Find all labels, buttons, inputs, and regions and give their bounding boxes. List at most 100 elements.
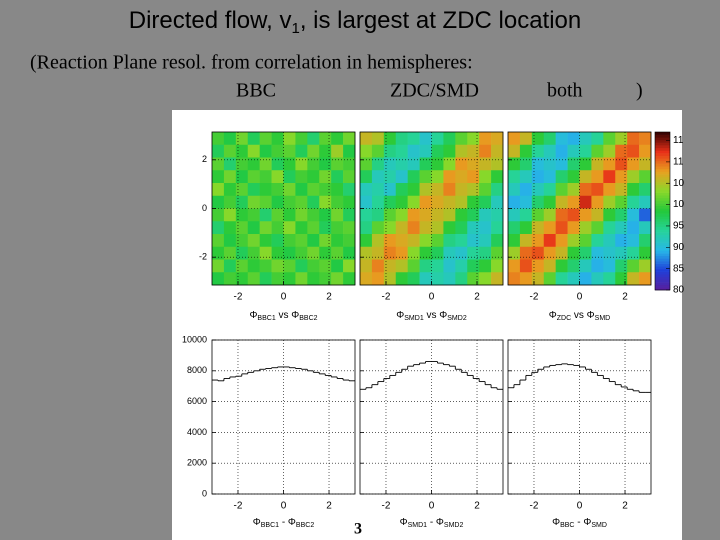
colorbar-segment [655,142,670,146]
colorbar-segment [655,229,670,233]
colorbar-segment [655,221,670,225]
axis-label-text: vs Φ [571,310,595,321]
heatmap-cell [223,132,237,146]
colorbar-label: 85 [673,263,685,274]
axis-label-subscript: BBC2 [299,315,317,322]
colorbar-segment [655,203,670,207]
heatmap-cell [343,272,356,286]
colorbar-segment [655,208,670,212]
heatmap-cell [567,170,580,184]
heatmap-cell [247,208,260,222]
colorbar-segment [655,276,670,280]
axis-label-text: - Φ [279,517,296,528]
heatmap-cell [360,170,373,184]
heatmap-cell [431,221,444,235]
heatmap-cell [443,246,456,260]
x-tick-label: 0 [429,292,435,303]
colorbar-segment [655,179,670,183]
heatmap-cell [295,259,308,273]
y-tick-label: 8000 [187,365,207,375]
heatmap-cell [519,234,533,248]
heatmap-cell [212,272,225,286]
heatmap-cell [295,170,308,184]
colorbar-segment [655,192,670,196]
heatmap-cell [259,246,272,260]
heatmap-cell [331,157,344,171]
heatmap-cell [443,144,456,158]
heatmap-cell [295,246,308,260]
heatmap-cell [247,259,260,273]
heatmap-cell [371,208,385,222]
heatmap-cell [307,234,320,248]
heatmap-cell [235,259,249,273]
heatmap-cell [491,221,504,235]
heatmap-cell [283,132,296,146]
heatmap-cell [319,208,332,222]
heatmap-cell [615,157,628,171]
heatmap-cell [508,259,521,273]
colorbar-segment [655,271,670,275]
heatmap-cell [531,259,545,273]
colorbar-segment [655,189,670,193]
axis-label-subscript: BBC1 [257,315,275,322]
heatmap-cell [283,195,296,209]
heatmap-cell [491,170,504,184]
heatmap-cell [567,183,580,197]
y-tick-label: 2000 [187,458,207,468]
x-tick-label: 2 [622,501,628,512]
heatmap-cell [295,144,308,158]
heatmap-cell [591,132,604,146]
heatmap-cell [247,272,260,286]
heatmap-cell [283,144,296,158]
heatmap-cell [603,234,616,248]
heatmap-cell [383,195,397,209]
heatmap-cell [247,132,260,146]
heatmap-cell [259,221,272,235]
heatmap-cell [371,170,385,184]
heatmap-cell [307,259,320,273]
heatmap-cell [543,234,556,248]
heatmap-cell [383,259,397,273]
x-axis-label: ΦBBC1 - ΦBBC2 [253,517,315,529]
axis-label-subscript: BBC1 [261,522,279,529]
x-tick-label: -2 [382,292,391,303]
heatmap-cell [383,272,397,286]
colorbar-segment [655,263,670,267]
heatmap-cell [543,132,556,146]
colorbar-segment [655,150,670,154]
colorbar-segment [655,232,670,235]
plot-frame [507,131,652,286]
heatmap-cell [407,132,420,146]
heatmap-cell [519,183,533,197]
colorbar-segment [655,163,670,167]
heatmap-cell [319,144,332,158]
heatmap-cell [247,144,260,158]
heatmap-cell [360,183,373,197]
colorbar-segment [655,234,670,238]
heatmap-cell [407,183,420,197]
heatmap-cell [395,272,408,286]
heatmap-cell [283,208,296,222]
heatmap-cell [212,170,225,184]
heatmap-cell [331,170,344,184]
heatmap-cell [395,144,408,158]
heatmap-cell [639,157,652,171]
heatmap-cell [627,234,640,248]
heatmap-cell [543,183,556,197]
heatmap-cell [627,183,640,197]
colorbar-segment [655,166,670,170]
heatmap-cell [212,183,225,197]
column-label: BBC [236,80,276,102]
heatmap-cell [419,221,432,235]
heatmap-cell [395,170,408,184]
heatmap-cell [223,246,237,260]
heatmap-cell [271,157,284,171]
heatmap-cell [491,246,504,260]
heatmap-cell [383,234,397,248]
heatmap-cell [531,221,545,235]
heatmap-cell [307,208,320,222]
heatmap-cell [407,170,420,184]
x-tick-label: 0 [429,501,435,512]
heatmap-cell [371,195,385,209]
heatmap-cell [543,195,556,209]
